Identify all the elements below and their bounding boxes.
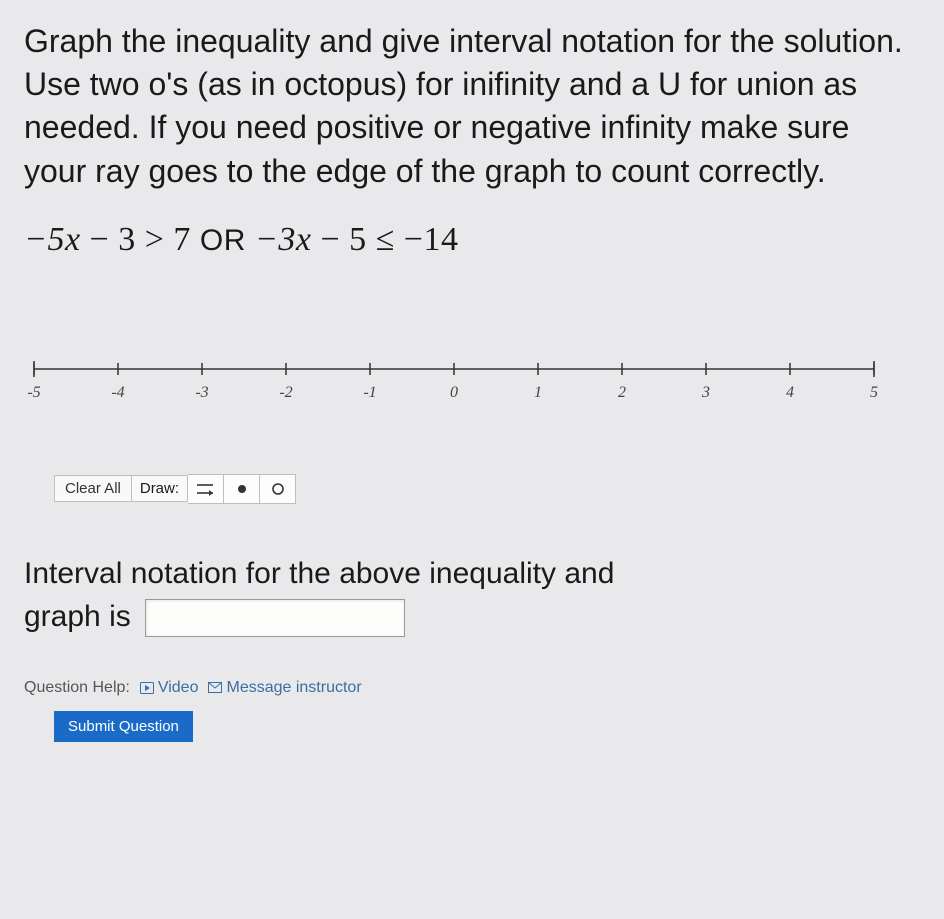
svg-text:-1: -1 [363,384,376,401]
message-instructor-link[interactable]: Message instructor [208,679,361,697]
draw-label: Draw: [132,475,188,502]
number-line-graph[interactable]: -5 -4 -3 -2 -1 0 1 2 3 4 5 [24,349,884,414]
draw-toolbar: Clear All Draw: [54,474,920,504]
ray-tool[interactable] [188,474,224,504]
closed-point-tool[interactable] [224,474,260,504]
answer-prompt-line1: Interval notation for the above inequali… [24,552,920,596]
answer-section: Interval notation for the above inequali… [24,552,920,639]
submit-question-button[interactable]: Submit Question [54,711,193,742]
instructions-text: Graph the inequality and give interval n… [24,20,920,193]
help-label: Question Help: [24,679,130,697]
svg-text:3: 3 [701,384,710,401]
svg-text:4: 4 [786,384,794,401]
svg-text:1: 1 [534,384,542,401]
clear-all-button[interactable]: Clear All [54,475,132,502]
envelope-icon [208,682,222,693]
interval-notation-input[interactable] [145,599,405,637]
svg-text:-5: -5 [27,384,40,401]
open-point-tool[interactable] [260,474,296,504]
svg-text:5: 5 [870,384,878,401]
answer-prompt-line2: graph is [24,600,131,633]
video-help-link[interactable]: Video [140,679,199,697]
svg-text:-3: -3 [195,384,208,401]
svg-text:2: 2 [618,384,626,401]
question-help-row: Question Help: Video Message instructor [24,679,920,697]
inequality-expression: −5x − 3 > 7 OR −3x − 5 ≤ −14 [24,221,920,259]
svg-text:-2: -2 [279,384,292,401]
svg-text:-4: -4 [111,384,124,401]
svg-text:0: 0 [450,384,458,401]
video-icon [140,682,154,694]
